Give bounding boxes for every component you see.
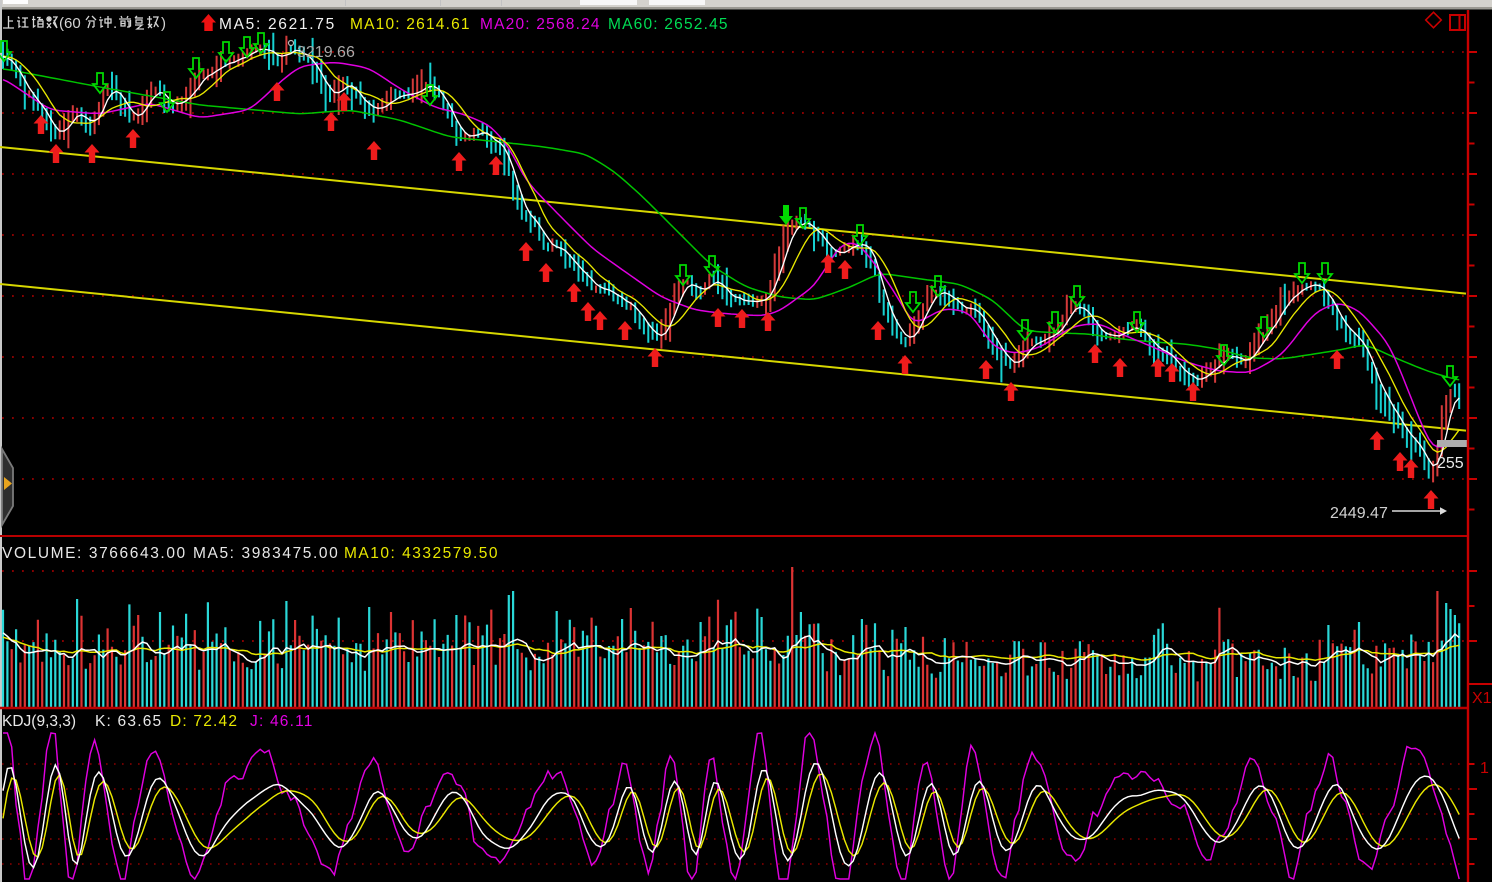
svg-text:): ) — [161, 15, 166, 32]
svg-text:X1: X1 — [1472, 690, 1492, 707]
svg-text:MA10: 4332579.50: MA10: 4332579.50 — [344, 545, 499, 562]
svg-text:3219.66: 3219.66 — [297, 44, 355, 61]
svg-text:K: 63.65: K: 63.65 — [95, 713, 162, 730]
svg-text:1: 1 — [1480, 760, 1489, 777]
svg-text:MA5: 3983475.00: MA5: 3983475.00 — [193, 545, 339, 562]
svg-text:D: 72.42: D: 72.42 — [170, 713, 238, 730]
svg-text:J: 46.11: J: 46.11 — [250, 713, 314, 730]
svg-text:MA60: 2652.45: MA60: 2652.45 — [608, 16, 729, 33]
svg-text:MA5: 2621.75: MA5: 2621.75 — [219, 16, 336, 33]
svg-text:VOLUME: 3766643.00: VOLUME: 3766643.00 — [2, 545, 187, 562]
svg-text:KDJ(9,3,3): KDJ(9,3,3) — [2, 713, 76, 730]
svg-text:MA20: 2568.24: MA20: 2568.24 — [480, 16, 601, 33]
svg-text:.: . — [113, 15, 117, 32]
svg-text:(60: (60 — [59, 15, 81, 32]
svg-text:MA10: 2614.61: MA10: 2614.61 — [350, 16, 471, 33]
svg-text:255: 255 — [1437, 455, 1464, 472]
svg-text:2449.47: 2449.47 — [1330, 505, 1388, 522]
